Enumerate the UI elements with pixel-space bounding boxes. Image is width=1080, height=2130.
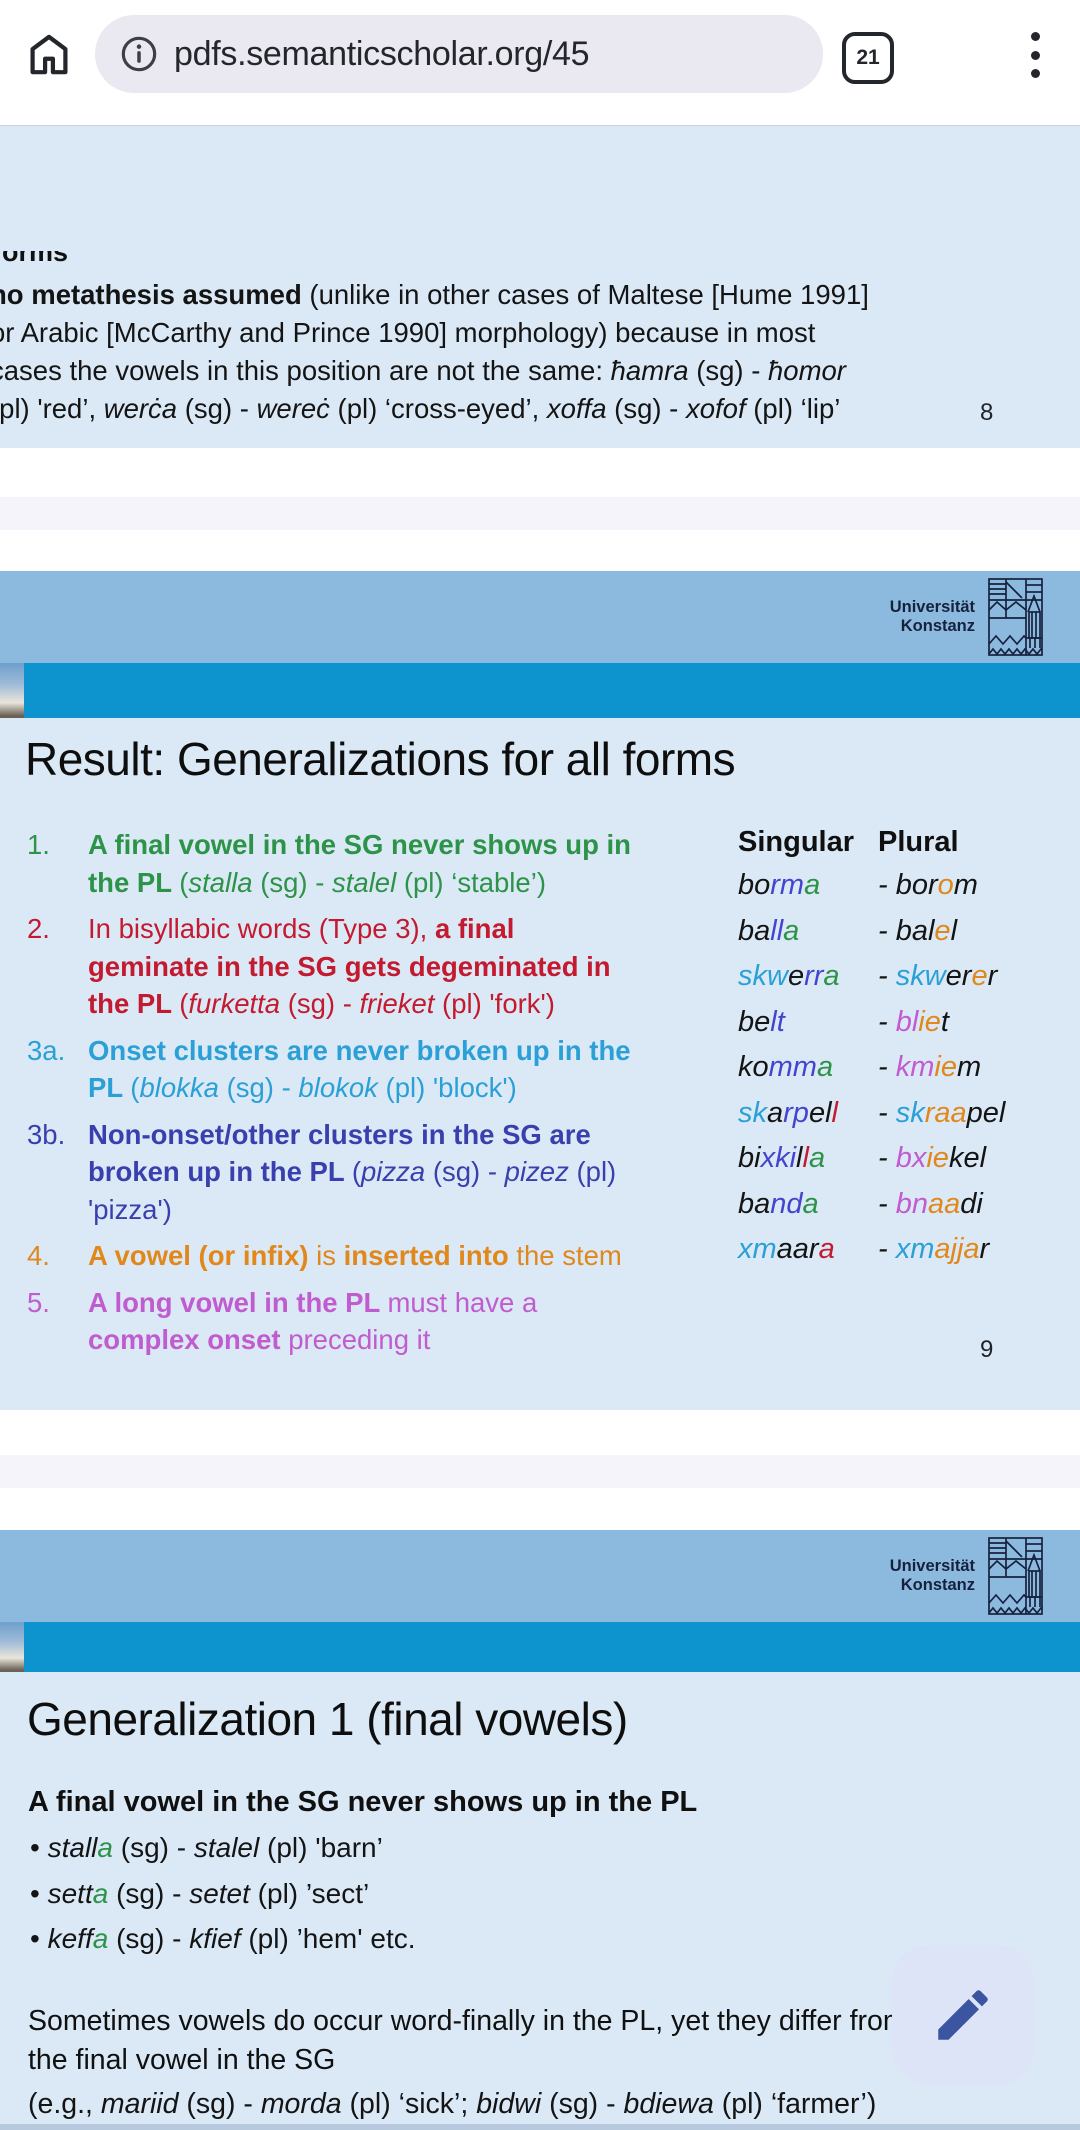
slide2-header-banner: Universität Konstanz xyxy=(0,571,1080,663)
singular-word: belt xyxy=(738,1005,785,1038)
singular-word: borma xyxy=(738,869,821,901)
example-bullets: • stalla (sg) - stalel (pl) 'barn’ • sett… xyxy=(30,1832,416,1969)
table-row: bixkilla - bxiekel xyxy=(738,1142,1068,1188)
bottom-edge-strip xyxy=(0,2124,1080,2130)
table-row: xmaara - xmajjar xyxy=(738,1233,1068,1279)
home-icon xyxy=(30,34,68,75)
url-fade xyxy=(777,15,823,93)
university-wordmark: Universität Konstanz xyxy=(889,598,975,635)
item-number: 4. xyxy=(27,1240,50,1271)
home-button[interactable] xyxy=(24,30,74,80)
slide-metathesis-partial: orms no metathesis assumed (unlike in ot… xyxy=(0,125,1080,448)
table-row: balla - balel xyxy=(738,915,1068,961)
plural-word: - xmajjar xyxy=(878,1233,990,1265)
campus-photo-thumbnail xyxy=(0,663,24,718)
edit-fab[interactable] xyxy=(892,1945,1034,2085)
slide3-title-band xyxy=(24,1622,1080,1672)
generalization-item: 4. A vowel (or infix) is inserted into th… xyxy=(27,1237,687,1275)
item-number: 3b. xyxy=(27,1118,66,1150)
campus-photo-thumbnail xyxy=(0,1622,24,1672)
plural-word: - bliet xyxy=(878,1005,949,1038)
table-row: belt - bliet xyxy=(738,1006,1068,1052)
page-number: 9 xyxy=(980,1336,994,1363)
item-number: 2. xyxy=(27,913,50,944)
table-rows: borma - borom balla - balel skwerra - skwerer… xyxy=(738,869,1068,1279)
generalization-item: 5. A long vowel in the PL must have a com… xyxy=(27,1284,687,1359)
singular-plural-table: Singular Plural borma - borom balla - balel s… xyxy=(738,826,1068,1279)
plural-word: - bnaadi xyxy=(878,1187,983,1220)
plural-word: - kmiem xyxy=(878,1051,982,1083)
plural-word: - bxiekel xyxy=(878,1142,987,1174)
plural-word: - borom xyxy=(878,869,978,901)
table-row: komma - kmiem xyxy=(738,1051,1068,1097)
plural-word: - skraapel xyxy=(878,1096,1006,1129)
item-text: A vowel (or infix) is inserted into the … xyxy=(88,1240,622,1271)
slide2-title-band xyxy=(24,663,1080,718)
page-info-icon xyxy=(121,36,157,72)
pencil-icon xyxy=(938,1990,988,2040)
example-bullet: • keffa (sg) - kfief (pl) ’hem' etc. xyxy=(30,1923,416,1954)
page-number: 8 xyxy=(980,399,994,426)
plural-word: - skwerer xyxy=(878,960,998,992)
item-text: Non-onset/other clusters in the SG are b… xyxy=(88,1118,617,1225)
table-row: borma - borom xyxy=(738,869,1068,915)
generalization-item: 2. In bisyllabic words (Type 3), a final … xyxy=(27,910,687,1023)
singular-word: komma xyxy=(738,1051,834,1083)
metathesis-paragraph: no metathesis assumed (unlike in other c… xyxy=(0,279,869,424)
clipped-word-fragment: orms xyxy=(2,251,69,267)
university-wordmark: Universität Konstanz xyxy=(889,1557,975,1594)
table-row: skarpell - skraapel xyxy=(738,1097,1068,1143)
slide-result-generalizations: Result: Generalizations for all forms 1.… xyxy=(0,718,1080,1410)
slide3-header-banner: Universität Konstanz xyxy=(0,1530,1080,1622)
item-text: A long vowel in the PL must have a compl… xyxy=(88,1286,538,1356)
table-row: skwerra - skwerer xyxy=(738,960,1068,1006)
column-header-singular: Singular xyxy=(738,826,855,858)
browser-chrome: pdfs.semanticscholar.org/45 21 xyxy=(0,0,1080,110)
universitat-konstanz-logo-icon xyxy=(988,578,1043,656)
exception-paragraph: Sometimes vowels do occur word-finally i… xyxy=(28,2005,907,2076)
menu-button[interactable] xyxy=(1012,30,1058,80)
generalization-item: 3b. Non-onset/other clusters in the SG ar… xyxy=(27,1116,687,1229)
example-bullet: • setta (sg) - setet (pl) ’sect’ xyxy=(30,1877,370,1909)
item-text: In bisyllabic words (Type 3), a final ge… xyxy=(88,913,611,1019)
singular-word: skarpell xyxy=(738,1096,838,1129)
generalization-item: 3a. Onset clusters are never broken up in… xyxy=(27,1032,687,1107)
universitat-konstanz-logo-icon xyxy=(988,1537,1043,1615)
tab-count: 21 xyxy=(856,46,880,69)
generalization-item: 1. A final vowel in the SG never shows up… xyxy=(27,826,687,901)
item-number: 5. xyxy=(27,1286,50,1318)
tab-switcher-button[interactable]: 21 xyxy=(842,32,894,84)
item-number: 1. xyxy=(27,829,50,860)
exception-examples: (e.g., mariid (sg) - morda (pl) ‘sick’; … xyxy=(28,2088,877,2120)
generalizations-list: 1. A final vowel in the SG never shows up… xyxy=(27,826,687,1368)
table-row: banda - bnaadi xyxy=(738,1188,1068,1234)
item-text: A final vowel in the SG never shows up i… xyxy=(88,829,631,898)
singular-word: bixkilla xyxy=(738,1142,826,1174)
item-text: Onset clusters are never broken up in th… xyxy=(88,1034,631,1104)
menu-dot-icon xyxy=(1030,50,1040,60)
table-header: Singular Plural xyxy=(738,826,1068,859)
singular-word: banda xyxy=(738,1187,819,1220)
page-gap-band xyxy=(0,1455,1080,1488)
menu-dot-icon xyxy=(1030,69,1040,78)
singular-word: skwerra xyxy=(738,960,840,992)
singular-word: balla xyxy=(738,914,800,947)
menu-dot-icon xyxy=(1030,32,1040,41)
url-bar[interactable]: pdfs.semanticscholar.org/45 xyxy=(95,15,823,93)
page-gap-band xyxy=(0,497,1080,530)
column-header-plural: Plural xyxy=(878,826,959,858)
item-number: 3a. xyxy=(27,1034,66,1066)
example-bullet: • stalla (sg) - stalel (pl) 'barn’ xyxy=(30,1832,383,1863)
slide3-title: Generalization 1 (final vowels) xyxy=(27,1693,628,1745)
generalization-statement: A final vowel in the SG never shows up i… xyxy=(28,1786,698,1818)
url-text: pdfs.semanticscholar.org/45 xyxy=(174,34,590,73)
singular-word: xmaara xyxy=(738,1233,835,1265)
plural-word: - balel xyxy=(878,914,958,947)
slide2-title: Result: Generalizations for all forms xyxy=(25,733,736,785)
